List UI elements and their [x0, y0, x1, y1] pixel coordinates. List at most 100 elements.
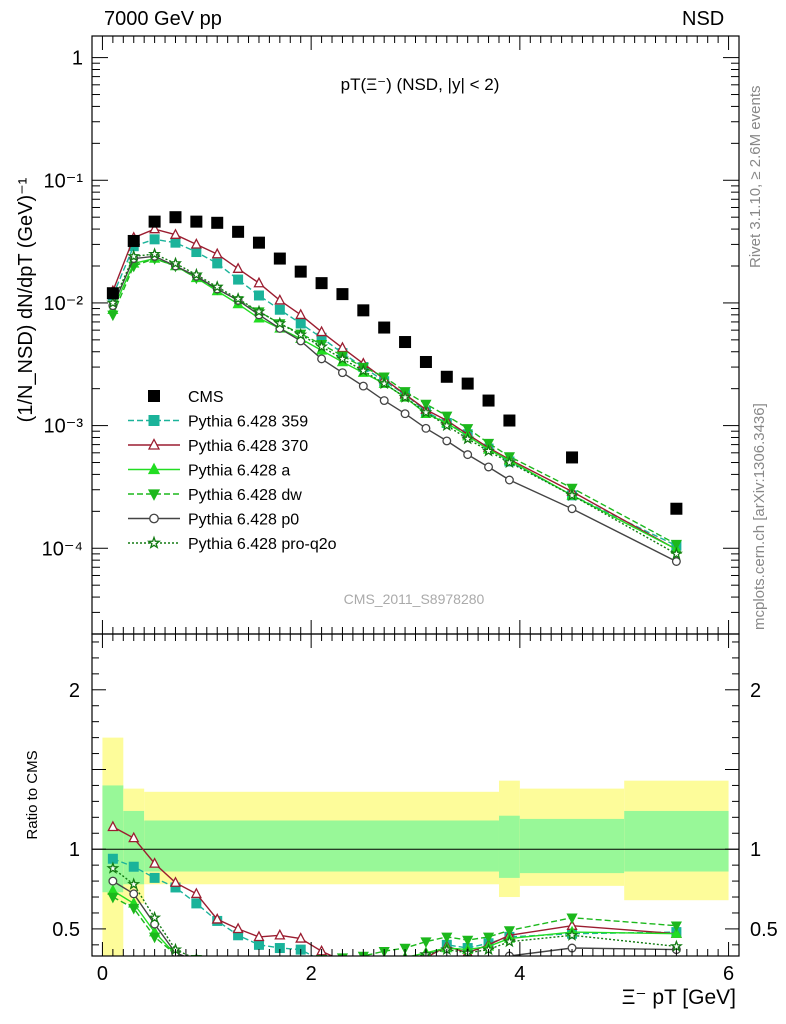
ratio-5-point-13	[383, 953, 385, 956]
ratio-2-point-13	[383, 954, 386, 956]
series-4-point-14	[400, 409, 410, 419]
ratio-4-point-4	[193, 957, 201, 965]
ratio-4-point-0	[108, 876, 118, 886]
data-point-13	[378, 321, 391, 334]
ratio-y-axis-label: Ratio to CMS	[24, 750, 41, 839]
series-0-point-9	[295, 318, 306, 329]
y-tick-label-3: 10⁻³	[44, 416, 84, 438]
ratio-inner-band-4	[519, 818, 625, 874]
series-5-point-3	[168, 256, 183, 269]
legend-label-1: Pythia 6.428 359	[188, 414, 308, 431]
ratio-tick-right-1: 1	[750, 839, 761, 861]
ratio-1-point-3	[169, 876, 182, 887]
ratio-0-point-4	[191, 898, 202, 909]
ratio-2-point-4	[195, 954, 198, 956]
series-4-point-12	[358, 381, 368, 391]
ratio-tick-right-0: 0.5	[750, 919, 778, 941]
series-1-point-10	[316, 325, 328, 337]
ratio-line-1	[112, 826, 677, 956]
legend-marker-2	[147, 438, 161, 450]
series-4-point-10	[317, 354, 327, 364]
legend-marker-4	[147, 489, 161, 501]
legend-label-3: Pythia 6.428 a	[188, 463, 290, 480]
rivet-version-label: Rivet 3.1.10, ≥ 2.6M events	[747, 85, 764, 269]
ratio-5-point-1	[127, 877, 141, 890]
data-point-7	[252, 236, 265, 249]
series-line-3	[112, 257, 677, 545]
ratio-2-point-21	[670, 927, 682, 938]
ratio-3-point-21	[670, 921, 682, 933]
ratio-3-point-16	[441, 932, 453, 944]
data-point-19	[503, 414, 516, 427]
series-5-point-6	[231, 291, 245, 305]
legend-marker-0	[148, 390, 160, 402]
series-5-point-2	[148, 247, 162, 260]
series-1-point-11	[336, 341, 349, 353]
legend-label-0: CMS	[188, 389, 224, 406]
ratio-0-point-14	[400, 955, 411, 956]
series-3-point-18	[482, 438, 495, 450]
series-5-point-10	[315, 339, 329, 353]
series-4-point-21	[671, 557, 681, 566]
data-point-5	[211, 216, 224, 229]
ratio-tick-left-0: 0.5	[52, 919, 80, 941]
ratio-4-point-16	[443, 957, 451, 965]
series-line-1	[112, 228, 677, 550]
energy-label: 7000 GeV pp	[104, 8, 222, 30]
series-5-point-8	[273, 316, 287, 330]
ratio-0-point-1	[128, 861, 139, 872]
series-1-point-9	[295, 308, 307, 320]
series-3-point-0	[107, 310, 119, 322]
ratio-4-point-1	[129, 889, 139, 899]
data-point-4	[190, 215, 203, 228]
y-tick-label-4: 10⁻⁴	[42, 538, 83, 560]
legend: CMS Pythia 6.428 359 Pythia 6.428 370 Pythi…	[128, 389, 337, 553]
data-point-17	[461, 377, 474, 390]
data-point-16	[440, 370, 453, 383]
series-line-5	[112, 253, 677, 555]
ratio-3-point-19	[503, 926, 515, 937]
ratio-inner-band-3	[498, 815, 520, 878]
series-5-point-19	[502, 455, 516, 469]
ratio-3-point-0	[107, 892, 119, 904]
legend-marker-3	[147, 462, 161, 475]
legend-marker-6	[146, 535, 162, 549]
series-1-point-8	[274, 293, 286, 305]
data-point-11	[336, 288, 349, 301]
data-point-14	[399, 336, 412, 349]
data-point-12	[357, 304, 370, 317]
series-5-point-4	[189, 267, 203, 281]
data-point-6	[232, 225, 245, 238]
series-1-point-7	[253, 276, 265, 288]
series-4-point-18	[484, 462, 494, 472]
ratio-3-point-17	[462, 935, 474, 947]
series-1-point-2	[149, 222, 161, 234]
series-4-point-19	[504, 475, 514, 485]
series-0-point-5	[212, 258, 223, 269]
analysis-watermark: CMS_2011_S8978280	[344, 591, 485, 607]
series-4-point-17	[463, 450, 473, 460]
ratio-3-point-18	[482, 932, 495, 944]
series-5-point-11	[335, 351, 350, 365]
ratio-3-point-9	[296, 957, 305, 966]
main-plot-series	[106, 211, 683, 566]
data-point-21	[670, 502, 683, 515]
ratio-tick-left-2: 2	[69, 680, 80, 702]
axes-frame: 0 2 4 6 1 10⁻¹ 10⁻² 10⁻³ 10⁻⁴ 0.5 0.5 1 1 2 2	[42, 35, 778, 985]
data-point-20	[566, 451, 579, 464]
ratio-1-point-14	[404, 954, 406, 956]
legend-label-2: Pythia 6.428 370	[188, 438, 308, 455]
series-5-point-14	[398, 390, 412, 403]
process-label: NSD	[682, 8, 725, 30]
ratio-1-point-0	[107, 820, 119, 832]
legend-marker-5	[149, 513, 159, 524]
ratio-tick-right-2: 2	[750, 680, 761, 702]
series-0-point-3	[170, 237, 181, 248]
ratio-1-point-7	[253, 930, 265, 942]
series-5-point-12	[356, 363, 370, 377]
legend-label-4: Pythia 6.428 dw	[188, 487, 302, 504]
series-4-point-11	[337, 368, 347, 378]
ratio-3-point-14	[399, 943, 411, 955]
ratio-1-point-6	[232, 922, 244, 934]
